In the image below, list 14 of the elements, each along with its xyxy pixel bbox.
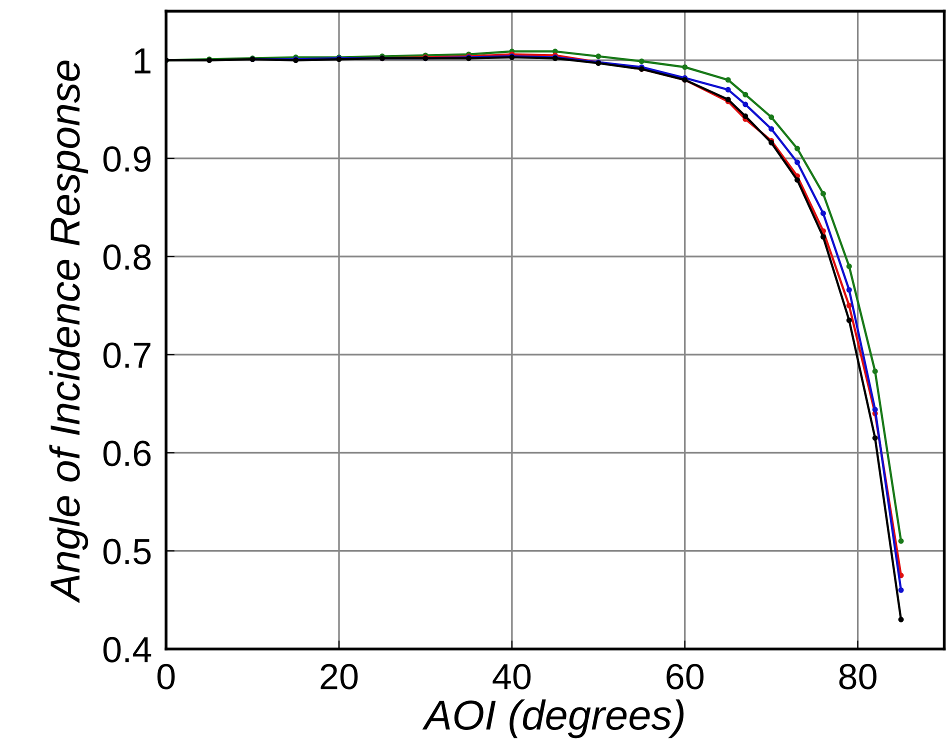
x-axis-title: AOI (degrees) [422, 699, 684, 738]
x-tick-label: 40 [492, 664, 531, 690]
x-tick-label: 60 [666, 664, 704, 690]
y-tick-label: 1 [134, 48, 150, 74]
y-tick-label: 0.8 [103, 244, 151, 270]
x-tick-label: 20 [320, 664, 358, 690]
y-axis-title: Angle of Incidence Response [49, 60, 88, 604]
y-tick-label: 0.7 [103, 342, 150, 368]
y-tick-label: 0.6 [103, 440, 151, 466]
y-tick-label: 0.9 [103, 146, 150, 172]
y-tick-label: 0.4 [103, 636, 152, 662]
x-tick-label: 0 [157, 664, 175, 690]
x-tick-label: 80 [839, 664, 876, 690]
y-tick-label: 0.5 [103, 538, 151, 564]
